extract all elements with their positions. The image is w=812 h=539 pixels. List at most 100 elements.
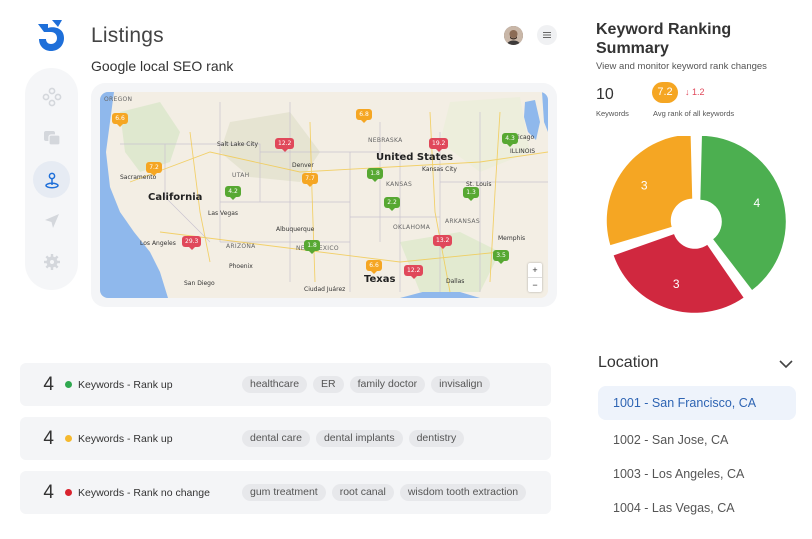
keywords-count: 10 [596,86,614,103]
map-label-dallas: Dallas [446,278,465,285]
pie-slice[interactable] [613,234,744,313]
location-item[interactable]: 1002 - San Jose, CA [613,433,729,447]
keyword-tag[interactable]: invisalign [431,376,491,393]
map-marker[interactable]: 1.8 [304,240,320,254]
zoom-in-button[interactable]: + [532,265,538,275]
map-marker[interactable]: 12.2 [404,265,424,279]
map-label-arizona: ARIZONA [226,243,256,250]
location-item[interactable]: 1001 - San Francisco, CA [598,386,796,420]
status-dot [65,435,72,442]
map-label-los-angeles: Los Angeles [140,240,176,247]
pie-slice-label: 3 [673,277,680,291]
map-label-oklahoma: OKLAHOMA [393,224,431,231]
map-label-phoenix: Phoenix [229,263,253,270]
map-label-las-vegas: Las Vegas [208,210,238,217]
keyword-row[interactable]: 4 Keywords - Rank no change gum treatmen… [20,471,551,514]
map-label-san-diego: San Diego [184,280,215,287]
avg-rank-badge: 7.2 [652,82,678,103]
nav-network[interactable] [33,78,70,115]
map-label-albuquerque: Albuquerque [276,226,315,233]
status-dot [65,489,72,496]
map-label-kansas: KANSAS [386,181,413,188]
map-marker[interactable]: 6.8 [356,109,372,123]
map-marker[interactable]: 4.2 [225,186,241,200]
map-label-texas: Texas [364,274,396,285]
map-label-utah: UTAH [232,172,250,179]
map-label-illinois: ILLINOIS [510,148,536,155]
arrow-down-icon: ↓ [685,87,690,97]
keyword-tag[interactable]: family doctor [349,376,426,393]
page-title: Listings [91,24,164,47]
map-label-salt-lake-city: Salt Lake City [217,141,259,148]
map-label-arkansas: ARKANSAS [445,218,480,225]
keyword-tag[interactable]: ER [313,376,344,393]
map-label-st-louis: St. Louis [466,181,492,188]
keyword-tag[interactable]: wisdom tooth extraction [399,484,527,501]
keyword-tag[interactable]: healthcare [242,376,308,393]
keyword-rank-pie-chart: 4 3 3 [606,136,786,313]
map-label-nebraska: NEBRASKA [368,137,403,144]
map-zoom-controls: + − [528,263,542,292]
menu-button[interactable] [537,25,557,45]
sidebar-nav [25,68,78,290]
keyword-row[interactable]: 4 Keywords - Rank up healthcare ER famil… [20,363,551,406]
summary-subtitle: View and monitor keyword rank changes [596,61,767,72]
user-avatar[interactable] [504,26,523,45]
pie-slice[interactable] [606,136,693,246]
map-marker[interactable]: 12.2 [275,138,295,152]
chevron-down-icon[interactable] [778,358,794,370]
pie-slice[interactable] [700,136,786,291]
keyword-tag[interactable]: root canal [331,484,394,501]
map-marker[interactable]: 7.2 [146,162,162,176]
map-marker[interactable]: 29.3 [182,236,202,250]
map-card: OREGON NEBRASKA Salt Lake City ILLINOIS … [91,83,557,307]
map-pin-icon [44,172,59,188]
map-marker[interactable]: 6.6 [112,113,128,127]
keyword-count: 4 [43,481,54,503]
location-header: Location [598,354,659,371]
pie-slice-label: 4 [754,196,761,210]
zoom-out-button[interactable]: − [528,277,542,292]
map-label-california: California [148,192,203,203]
map-label-united-states: United States [376,152,454,163]
keyword-row[interactable]: 4 Keywords - Rank up dental care dental … [20,417,551,460]
nav-layers[interactable] [33,119,70,156]
map-label-oregon: OREGON [104,96,133,103]
map-marker[interactable]: 7.7 [302,173,318,187]
status-dot [65,381,72,388]
map-marker[interactable]: 4.3 [502,133,518,147]
keyword-tag[interactable]: dental implants [315,430,403,447]
keyword-tag[interactable]: dental care [242,430,310,447]
map-label-chicago: Chicago [510,134,535,141]
keyword-row-label: Keywords - Rank up [78,378,173,391]
nav-settings[interactable] [33,243,70,280]
gear-icon [43,253,60,270]
keyword-tag[interactable]: dentistry [408,430,465,447]
keyword-row-label: Keywords - Rank up [78,432,173,445]
map-marker[interactable]: 6.6 [366,260,382,274]
seo-rank-map[interactable]: OREGON NEBRASKA Salt Lake City ILLINOIS … [100,92,548,298]
map-label-sacramento: Sacramento [120,174,157,181]
keyword-tag[interactable]: gum treatment [242,484,326,501]
brand-logo[interactable] [34,18,70,54]
keyword-count: 4 [43,373,54,395]
location-item[interactable]: 1003 - Los Angeles, CA [613,467,745,481]
nav-map-pin[interactable] [33,161,70,198]
map-label-ciudad-juarez: Ciudad Juárez [304,286,346,293]
map-marker[interactable]: 19.2 [429,138,449,152]
avg-rank-caption: Avg rank of all keywords [653,109,735,118]
map-marker[interactable]: 2.2 [384,197,400,211]
avg-rank-delta: ↓ 1.2 [685,87,705,97]
map-label-kansas-city: Kansas City [422,166,457,173]
location-item[interactable]: 1004 - Las Vegas, CA [613,501,735,515]
keywords-caption: Keywords [596,109,629,118]
map-label-memphis: Memphis [498,235,526,242]
map-marker[interactable]: 1.3 [463,187,479,201]
map-marker[interactable]: 1.8 [367,168,383,182]
map-marker[interactable]: 3.5 [493,250,509,264]
map-marker[interactable]: 13.2 [433,235,453,249]
layers-icon [43,130,61,146]
nav-send[interactable] [33,202,70,239]
keyword-row-label: Keywords - Rank no change [78,486,210,499]
map-label-denver: Denver [292,162,314,169]
